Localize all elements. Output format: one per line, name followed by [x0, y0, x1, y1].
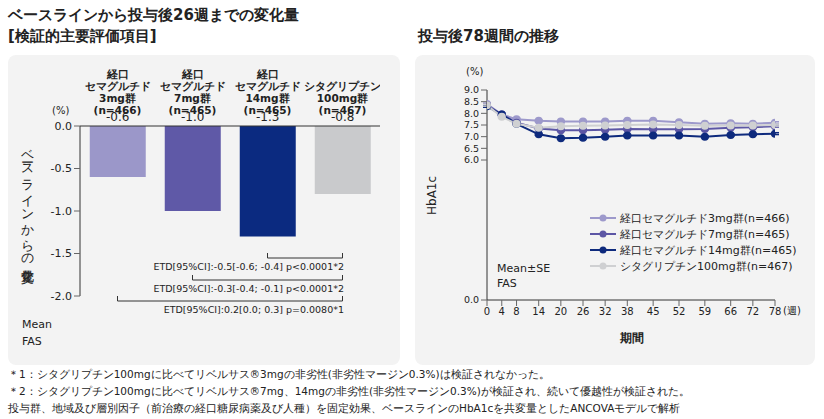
svg-text:-0.5: -0.5 [51, 162, 72, 175]
html-text:[検証的主要評価項目]: [検証的主要評価項目] [8, 27, 157, 45]
html-text:＊1：シタグリプチン100mgに比べてリベルサス®3mgの非: ＊1：シタグリプチン100mgに比べてリベルサス®3mgの非劣性(非劣性マージン… [8, 368, 550, 380]
svg-text:-1.5: -1.5 [51, 247, 72, 260]
svg-text:52: 52 [673, 306, 686, 317]
svg-text:ETD[95%CI]:-0.5[-0.6; -0.4] p<: ETD[95%CI]:-0.5[-0.6; -0.4] p<0.0001*2 [153, 261, 344, 272]
html-text:経口セマグルチド3mg群(n=466): 経口セマグルチド3mg群(n=466) [620, 211, 790, 225]
svg-text:32: 32 [599, 306, 612, 317]
svg-text:7.5: 7.5 [464, 119, 479, 130]
svg-text:9.0: 9.0 [464, 84, 479, 95]
html-text:FAS: FAS [22, 335, 42, 348]
svg-text:72: 72 [746, 306, 759, 317]
svg-text:8.0: 8.0 [464, 108, 479, 119]
svg-text:ETD[95%CI]:0.2[0.0; 0.3] p=0.0: ETD[95%CI]:0.2[0.0; 0.3] p=0.0080*1 [164, 304, 344, 315]
svg-text:14: 14 [532, 306, 545, 317]
svg-text:-1.0: -1.0 [51, 205, 72, 218]
html-text:＊2：シタグリプチン100mgに比べてリベルサス®7mg、1: ＊2：シタグリプチン100mgに比べてリベルサス®7mg、14mgの非劣性(非劣… [8, 385, 690, 397]
html-text:FAS: FAS [497, 277, 517, 290]
svg-text:6.0: 6.0 [464, 154, 479, 165]
svg-text:4: 4 [499, 306, 505, 317]
html-text:経口セマグルチド7mg群(n=465): 経口セマグルチド7mg群(n=465) [620, 227, 790, 241]
svg-text:66: 66 [724, 306, 737, 317]
html-text:Mean: Mean [22, 318, 52, 331]
html-text:投与後78週間の推移: 投与後78週間の推移 [418, 27, 559, 45]
svg-text:59: 59 [698, 306, 711, 317]
svg-text:経口セマグルチド14mg群(n=465): 経口セマグルチド14mg群(n=465) [235, 68, 301, 116]
svg-text:-2.0: -2.0 [51, 290, 72, 303]
svg-text:26: 26 [577, 306, 590, 317]
svg-text:8: 8 [513, 306, 519, 317]
html-text:投与群、地域及び層別因子（前治療の経口糖尿病薬及び人種）を固: 投与群、地域及び層別因子（前治療の経口糖尿病薬及び人種）を固定効果、ベースライン… [8, 402, 681, 414]
html-text:シタグリプチン100mg群(n=467): シタグリプチン100mg群(n=467) [620, 259, 793, 273]
svg-text:20: 20 [554, 306, 567, 317]
html-text:HbA1c: HbA1c [425, 175, 439, 215]
html-text:ベースラインからの変化量: ベースラインからの変化量 [20, 140, 35, 260]
svg-text:0.0: 0.0 [464, 294, 479, 305]
svg-text:-0.8: -0.8 [331, 110, 354, 124]
svg-text:0.0: 0.0 [55, 120, 73, 133]
svg-text:-1.3: -1.3 [256, 110, 279, 124]
svg-text:-0.6: -0.6 [106, 110, 129, 124]
svg-text:経口セマグルチド3mg群(n=466): 経口セマグルチド3mg群(n=466) [85, 68, 151, 116]
svg-text:45: 45 [647, 306, 660, 317]
html-text:経口セマグルチド14mg群(n=465): 経口セマグルチド14mg群(n=465) [620, 243, 797, 257]
html-text:Mean±SE: Mean±SE [497, 262, 551, 275]
svg-text:7.0: 7.0 [464, 131, 479, 142]
svg-text:38: 38 [621, 306, 634, 317]
svg-text:78: 78 [769, 306, 782, 317]
svg-text:0: 0 [484, 306, 490, 317]
html-text:100mg群: 100mg群 [316, 92, 369, 104]
svg-text:8.5: 8.5 [464, 96, 479, 107]
svg-text:-1.0: -1.0 [181, 110, 204, 124]
svg-text:ETD[95%CI]:-0.3[-0.4; -0.1] p<: ETD[95%CI]:-0.3[-0.4; -0.1] p<0.0001*2 [153, 283, 344, 294]
svg-text:6.5: 6.5 [464, 143, 479, 154]
svg-text:経口セマグルチド7mg群(n=465): 経口セマグルチド7mg群(n=465) [160, 68, 226, 116]
html-text:期間: 期間 [620, 331, 644, 345]
html-text:ベースラインから投与後26週までの変化量: ベースラインから投与後26週までの変化量 [8, 6, 299, 24]
html-text:(週): (週) [783, 305, 801, 316]
